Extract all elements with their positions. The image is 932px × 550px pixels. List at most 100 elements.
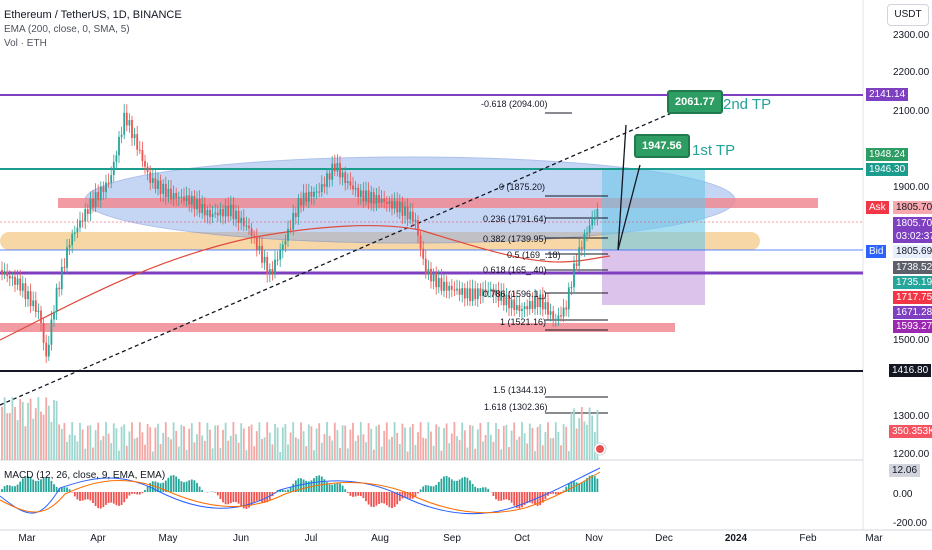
- candle-body: [528, 301, 531, 310]
- candle-body: [235, 210, 237, 220]
- macd-bar: [89, 492, 92, 501]
- candle-body: [591, 219, 594, 226]
- macd-bar: [279, 489, 282, 492]
- volume-bar: [183, 426, 185, 460]
- candle-body: [461, 288, 464, 295]
- volume-bar: [580, 407, 583, 460]
- macd-bar: [404, 492, 406, 498]
- candle-body: [336, 163, 339, 172]
- candle-body: [331, 163, 334, 180]
- candle-body: [188, 195, 191, 205]
- volume-bar: [591, 415, 594, 460]
- macd-bar: [331, 484, 334, 492]
- macd-bar: [328, 484, 331, 492]
- candle-body: [131, 120, 133, 139]
- macd-bar: [305, 480, 308, 492]
- candle-body: [536, 296, 539, 308]
- candle-body: [448, 285, 451, 291]
- dashed-trendline: [0, 104, 691, 406]
- candle-body: [50, 319, 53, 345]
- volume-bar: [354, 441, 357, 460]
- macd-bar: [141, 492, 144, 494]
- volume-bar: [123, 424, 126, 460]
- candle-body: [320, 184, 323, 192]
- candle-body: [495, 289, 497, 296]
- candle-body: [94, 192, 97, 208]
- candle-body: [487, 290, 490, 293]
- candle-body: [128, 120, 131, 126]
- macd-bar: [183, 482, 185, 492]
- macd-bar: [539, 492, 542, 506]
- symbol-title[interactable]: Ethereum / TetherUS, 1D, BINANCE: [4, 9, 182, 21]
- macd-bar: [151, 481, 154, 492]
- volume-bar: [445, 423, 448, 460]
- fib-label: 0 (1875.20): [499, 182, 546, 192]
- macd-bar: [414, 492, 417, 497]
- volume-bar: [144, 444, 146, 460]
- volume-bar: [352, 422, 354, 460]
- volume-bar: [188, 428, 191, 460]
- macd-bar: [94, 492, 97, 507]
- macd-bar: [536, 492, 539, 506]
- candle-body: [357, 187, 360, 198]
- volume-bar: [120, 426, 123, 460]
- candle-body: [253, 235, 256, 237]
- volume-bar: [245, 450, 248, 460]
- price-badge-1946: 1946.30: [866, 163, 909, 176]
- ema-legend[interactable]: EMA (200, close, 0, SMA, 5): [4, 24, 130, 35]
- macd-bar: [362, 492, 365, 499]
- macd-bar: [34, 480, 37, 492]
- fib-label: 0.236 (1791.64): [483, 214, 547, 224]
- candle-body: [102, 186, 105, 192]
- volume-bar: [40, 411, 42, 460]
- candle-body: [521, 309, 523, 311]
- candle-body: [307, 191, 310, 202]
- currency-button[interactable]: USDT: [887, 4, 929, 26]
- candle-body: [146, 166, 149, 173]
- volume-bar: [534, 451, 536, 460]
- candle-body: [107, 182, 110, 184]
- volume-bar: [302, 431, 305, 460]
- macd-bar: [40, 479, 42, 492]
- candle-body: [58, 287, 61, 290]
- candle-body: [370, 192, 373, 204]
- volume-bar: [463, 430, 466, 460]
- macd-bar: [432, 486, 435, 492]
- candle-body: [118, 136, 120, 156]
- macd-bar: [24, 476, 27, 492]
- volume-bar: [175, 430, 178, 460]
- volume-legend[interactable]: Vol · ETH: [4, 38, 47, 49]
- volume-bar: [170, 439, 172, 460]
- bid-value: 1805.69: [893, 245, 932, 258]
- volume-bar: [482, 441, 484, 460]
- volume-bar: [58, 424, 61, 460]
- ask-value: 1805.70: [893, 201, 932, 214]
- candle-body: [339, 163, 341, 178]
- tp1-price-box[interactable]: 1947.56: [634, 134, 690, 158]
- price-tick: 1900.00: [893, 182, 930, 193]
- tp2-price-box[interactable]: 2061.77: [667, 90, 723, 114]
- macd-bar: [237, 492, 240, 504]
- macd-bar: [484, 487, 487, 492]
- volume-bar: [149, 427, 152, 460]
- macd-bar: [500, 492, 503, 501]
- macd-tick-neg: -200.00: [893, 518, 927, 529]
- volume-bar: [138, 422, 141, 460]
- macd-bar: [313, 478, 315, 492]
- volume-bar: [515, 439, 518, 460]
- volume-bar: [424, 438, 427, 460]
- volume-bar: [469, 425, 471, 460]
- candle-body: [172, 192, 175, 200]
- candle-body: [24, 283, 27, 300]
- macd-legend[interactable]: MACD (12, 26, close, 9, EMA, EMA): [4, 470, 166, 481]
- volume-bar: [419, 422, 422, 460]
- volume-bar: [476, 429, 479, 460]
- macd-bar: [118, 492, 120, 506]
- volume-bar: [11, 397, 14, 460]
- volume-bar: [367, 423, 370, 460]
- candle-body: [409, 211, 412, 220]
- candle-body: [71, 233, 74, 246]
- volume-bar: [253, 446, 256, 460]
- macd-bar: [53, 484, 55, 492]
